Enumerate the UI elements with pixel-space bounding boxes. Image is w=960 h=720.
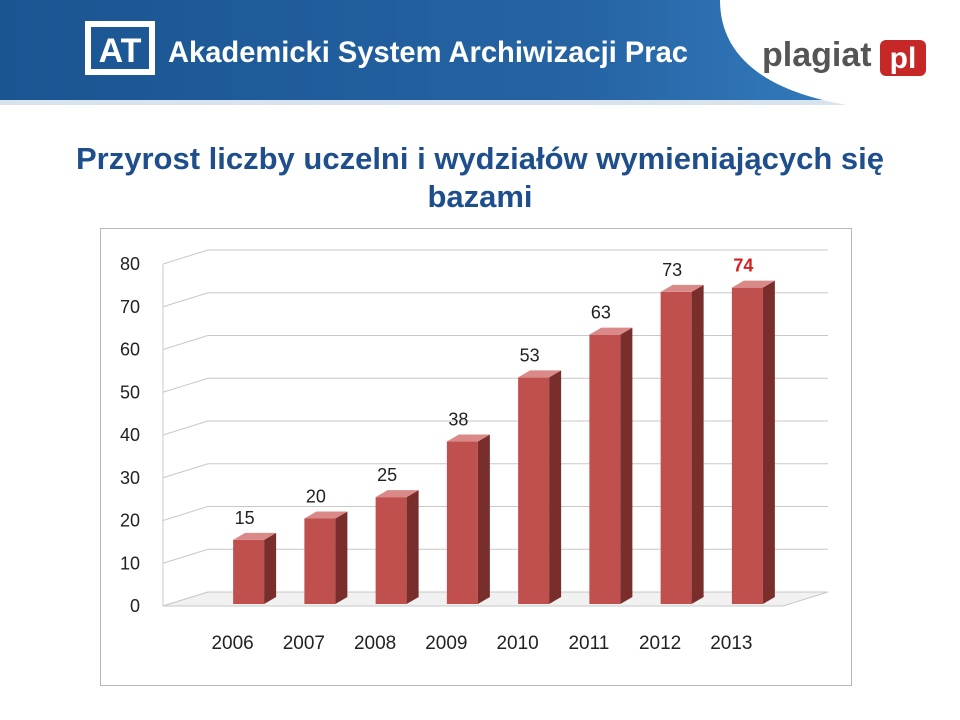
bar-2009: [446, 434, 490, 604]
data-label: 74: [733, 256, 753, 276]
svg-text:plagiat: plagiat: [762, 36, 872, 74]
bar-side: [264, 532, 277, 604]
bar-2007: [304, 511, 348, 604]
gridline-side: [162, 548, 209, 564]
bar-front: [233, 539, 265, 604]
x-tick-label: 2007: [283, 633, 325, 654]
bar-front: [304, 518, 336, 604]
y-tick-label: 30: [120, 468, 140, 488]
bar-top: [304, 511, 348, 519]
x-tick-label: 2010: [496, 633, 538, 654]
bar-front: [589, 334, 621, 604]
bar-front: [518, 377, 550, 604]
gridline-side: [162, 335, 209, 350]
bar-front: [660, 291, 692, 604]
gridline-side: [162, 463, 209, 479]
gridline-side: [162, 292, 209, 308]
data-label: 38: [448, 410, 468, 430]
bar-2012: [660, 284, 704, 604]
data-label: 73: [662, 260, 682, 280]
data-label: 25: [377, 465, 397, 485]
data-label: 15: [235, 508, 255, 528]
x-tick-label: 2013: [710, 633, 752, 654]
y-tick-label: 70: [120, 297, 140, 317]
bar-side: [335, 511, 348, 604]
app-logo-icon: AT: [85, 21, 155, 75]
bar-2011: [589, 327, 633, 604]
bar-side: [762, 280, 775, 604]
data-label: 63: [591, 303, 611, 323]
x-tick-label: 2012: [639, 633, 681, 654]
bar-side: [620, 327, 633, 604]
bar-top: [233, 532, 277, 540]
bar-2013: [731, 280, 775, 604]
bar-front: [446, 441, 478, 604]
partner-logo-backdrop: [720, 0, 960, 105]
chart-bars: [233, 280, 775, 604]
gridline-side: [162, 420, 209, 436]
y-tick-label: 40: [120, 425, 140, 445]
chart-labels: 0 10 20 30 40 50 60 70 80 15 2006 20 2007 25 2008 38 200…: [120, 254, 753, 654]
x-tick-label: 2008: [354, 633, 396, 654]
x-tick-label: 2011: [568, 633, 609, 654]
data-label: 53: [520, 345, 540, 365]
y-tick-label: 50: [120, 382, 140, 402]
bar-top: [660, 284, 704, 292]
gridline-side: [162, 249, 209, 265]
bar-side: [691, 284, 704, 604]
bar-side: [406, 490, 419, 604]
y-tick-label: 60: [120, 340, 140, 360]
bar-2010: [518, 370, 562, 604]
bar-front: [731, 287, 763, 604]
bar-top: [731, 280, 775, 288]
y-tick-label: 20: [120, 511, 140, 531]
y-tick-label: 0: [130, 596, 140, 616]
gridline-side: [162, 506, 209, 521]
bar-side: [549, 370, 562, 604]
y-tick-label: 10: [120, 553, 140, 573]
bar-top: [589, 327, 633, 335]
x-tick-label: 2006: [211, 633, 253, 654]
x-tick-label: 2009: [425, 633, 467, 654]
y-tick-label: 80: [120, 254, 140, 274]
chart-title: Przyrost liczby uczelni i wydziałów wymi…: [75, 141, 885, 214]
bar-2008: [375, 490, 419, 604]
svg-text:pl: pl: [890, 42, 917, 75]
plagiat-logo: plagiat pl: [762, 36, 926, 76]
svg-text:AT: AT: [99, 32, 142, 70]
app-name: Akademicki System Archiwizacji Prac: [168, 36, 688, 69]
gridline-side: [162, 377, 209, 393]
data-label: 20: [306, 487, 326, 507]
bar-top: [446, 434, 490, 442]
bar-front: [375, 497, 407, 604]
bar-top: [518, 370, 562, 378]
bar-top: [375, 490, 419, 498]
bar-side: [477, 434, 490, 604]
bar-2006: [233, 532, 277, 604]
header-banner: AT Akademicki System Archiwizacji Prac p…: [0, 0, 960, 105]
